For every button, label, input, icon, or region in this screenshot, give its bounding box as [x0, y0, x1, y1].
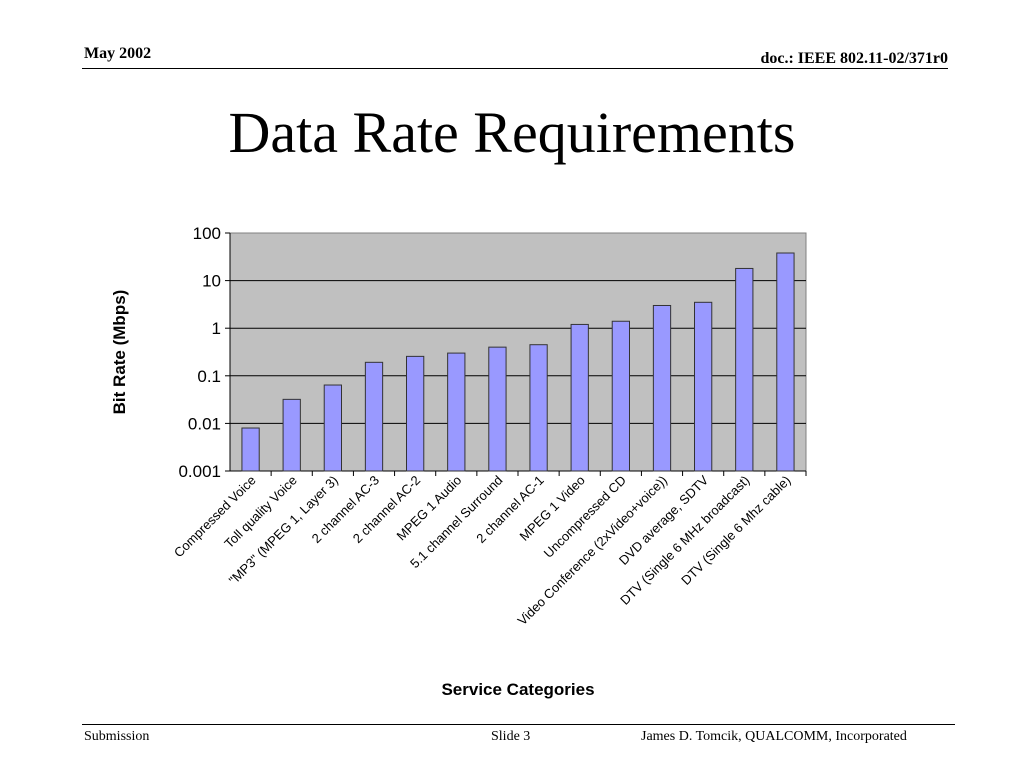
y-axis-title: Bit Rate (Mbps) — [110, 290, 129, 415]
footer-slide-number: Slide 3 — [491, 729, 531, 744]
bar — [323, 384, 342, 472]
x-axis-title: Service Categories — [441, 680, 594, 699]
bar — [735, 267, 754, 472]
y-tick-label: 0.01 — [188, 414, 221, 433]
bar — [652, 304, 672, 472]
y-tick-label: 100 — [193, 224, 221, 243]
y-tick-label: 10 — [202, 272, 221, 291]
bar — [406, 355, 425, 472]
bar — [364, 361, 384, 472]
header-date: May 2002 — [84, 45, 152, 62]
y-tick-label: 1 — [212, 319, 221, 338]
header-doc-id: doc.: IEEE 802.11-02/371r0 — [760, 50, 948, 67]
bar — [570, 323, 589, 472]
header-rule — [82, 68, 948, 69]
bar — [488, 346, 507, 472]
bar — [529, 344, 548, 472]
bar — [282, 398, 301, 472]
bar — [611, 320, 630, 472]
x-tick-label: Video Conference (2xVideo+voice)) — [514, 473, 670, 629]
bar — [447, 352, 466, 472]
x-tick-label: Toll quality Voice — [221, 473, 300, 552]
bar — [694, 301, 713, 472]
footer-submission: Submission — [84, 729, 150, 744]
footer-rule — [82, 724, 955, 725]
y-tick-label: 0.1 — [197, 367, 221, 386]
bar — [241, 427, 260, 472]
footer-author: James D. Tomcik, QUALCOMM, Incorporated — [641, 729, 907, 744]
slide-title: Data Rate Requirements — [228, 100, 796, 165]
bar — [776, 252, 795, 472]
plot-area — [229, 232, 807, 472]
y-tick-label: 0.001 — [178, 462, 221, 481]
